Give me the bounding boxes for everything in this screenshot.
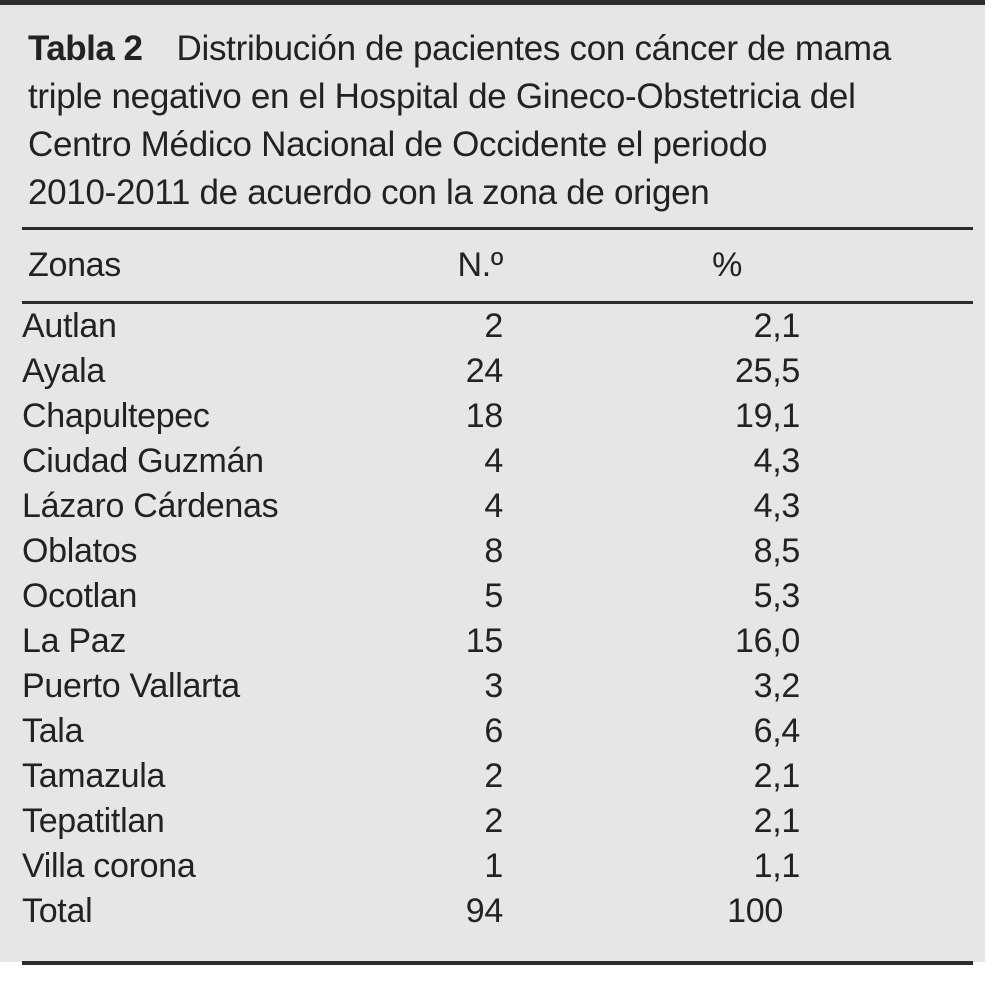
- table-row: Puerto Vallarta 3 3,2: [22, 664, 973, 709]
- zone-cell: Ocotlan: [22, 577, 138, 615]
- percent-cell: 2,1: [753, 802, 801, 840]
- table-caption: Tabla 2 Distribución de pacientes con cán…: [28, 25, 968, 217]
- table-row: Ayala 24 25,5: [22, 349, 973, 394]
- table-row: La Paz 15 16,0: [22, 619, 973, 664]
- table-bottom-rule: [22, 961, 973, 965]
- table-tail-spacer: [22, 934, 973, 961]
- row-spacer: [800, 844, 973, 889]
- caption-text: Distribución de pacientes con cáncer de …: [176, 29, 892, 68]
- count-cell: 4: [484, 487, 503, 525]
- table-row: Tepatitlan 2 2,1: [22, 799, 973, 844]
- zone-cell: Ciudad Guzmán: [22, 442, 264, 480]
- row-spacer: [800, 889, 973, 934]
- count-cell: 8: [484, 532, 503, 570]
- table-row: Oblatos 8 8,5: [22, 529, 973, 574]
- percent-cell: 3,2: [753, 667, 801, 705]
- column-header-zonas: Zonas: [28, 246, 121, 284]
- zone-cell: La Paz: [22, 622, 127, 660]
- percent-cell: 2,1: [753, 757, 801, 795]
- count-cell: 2: [484, 307, 503, 345]
- table-row: Ciudad Guzmán 4 4,3: [22, 439, 973, 484]
- row-spacer: [800, 619, 973, 664]
- percent-cell: 5,3: [753, 577, 801, 615]
- zone-cell: Villa corona: [22, 847, 196, 885]
- count-cell: 1: [484, 847, 503, 885]
- caption-line: Centro Médico Nacional de Occidente el p…: [28, 125, 768, 164]
- caption-line: triple negativo en el Hospital de Gineco…: [28, 77, 856, 116]
- caption-line: Tabla 2 Distribución de pacientes con cán…: [28, 25, 968, 73]
- percent-cell: 19,1: [735, 397, 800, 435]
- row-spacer: [800, 754, 973, 799]
- row-spacer: [800, 664, 973, 709]
- header-top-rule: [22, 227, 973, 230]
- table-row: Total 94 100: [22, 889, 973, 934]
- count-cell: 2: [484, 802, 503, 840]
- row-spacer: [800, 709, 973, 754]
- zone-cell: Tepatitlan: [22, 802, 165, 840]
- row-spacer: [800, 394, 973, 439]
- table-row: Villa corona 1 1,1: [22, 844, 973, 889]
- zone-cell: Ayala: [22, 352, 105, 390]
- column-header-percent: %: [712, 246, 742, 284]
- percent-cell: 6,4: [753, 712, 801, 750]
- row-spacer: [800, 349, 973, 394]
- table-body: Autlan 2 2,1 Ayala 24 25,5 Chapultepec 18 19,1 Ci…: [22, 304, 973, 934]
- row-spacer: [800, 439, 973, 484]
- table-row: Tala 6 6,4: [22, 709, 973, 754]
- count-cell: 5: [484, 577, 503, 615]
- table-row: Autlan 2 2,1: [22, 304, 973, 349]
- percent-cell: 8,5: [753, 532, 801, 570]
- zone-cell: Oblatos: [22, 532, 138, 570]
- percent-cell: 100: [727, 892, 783, 930]
- count-cell: 24: [465, 352, 504, 390]
- row-spacer: [800, 484, 973, 529]
- table-row: Chapultepec 18 19,1: [22, 394, 973, 439]
- count-cell: 2: [484, 757, 503, 795]
- column-header-n: N.º: [457, 246, 503, 284]
- row-spacer: [800, 529, 973, 574]
- header-bottom-rule: [22, 301, 973, 304]
- zone-cell: Tala: [22, 712, 84, 750]
- percent-cell: 4,3: [753, 442, 801, 480]
- zone-cell: Lázaro Cárdenas: [22, 487, 279, 525]
- data-table: Zonas N.º % Autlan 2 2,1 Ayala 24 25,5 Chapult…: [22, 227, 973, 965]
- percent-cell: 4,3: [753, 487, 801, 525]
- count-cell: 3: [484, 667, 503, 705]
- percent-cell: 2,1: [753, 307, 801, 345]
- zone-cell: Autlan: [22, 307, 117, 345]
- zone-cell: Puerto Vallarta: [22, 667, 240, 705]
- percent-cell: 25,5: [735, 352, 800, 390]
- table-panel: Tabla 2 Distribución de pacientes con cán…: [0, 0, 985, 965]
- count-cell: 15: [465, 622, 504, 660]
- zone-cell: Chapultepec: [22, 397, 210, 435]
- row-spacer: [800, 574, 973, 619]
- table-row: Ocotlan 5 5,3: [22, 574, 973, 619]
- table-row: Tamazula 2 2,1: [22, 754, 973, 799]
- count-cell: 4: [484, 442, 503, 480]
- row-spacer: [800, 304, 973, 349]
- count-cell: 18: [465, 397, 504, 435]
- row-spacer: [800, 799, 973, 844]
- percent-cell: 1,1: [753, 847, 801, 885]
- count-cell: 6: [484, 712, 503, 750]
- count-cell: 94: [465, 892, 504, 930]
- table-number-label: Tabla 2: [28, 29, 143, 68]
- zone-cell: Total: [22, 892, 93, 930]
- zone-cell: Tamazula: [22, 757, 166, 795]
- percent-cell: 16,0: [735, 622, 800, 660]
- caption-line: 2010-2011 de acuerdo con la zona de orig…: [28, 173, 710, 212]
- table-row: Lázaro Cárdenas 4 4,3: [22, 484, 973, 529]
- table-header-row: Zonas N.º %: [22, 230, 973, 301]
